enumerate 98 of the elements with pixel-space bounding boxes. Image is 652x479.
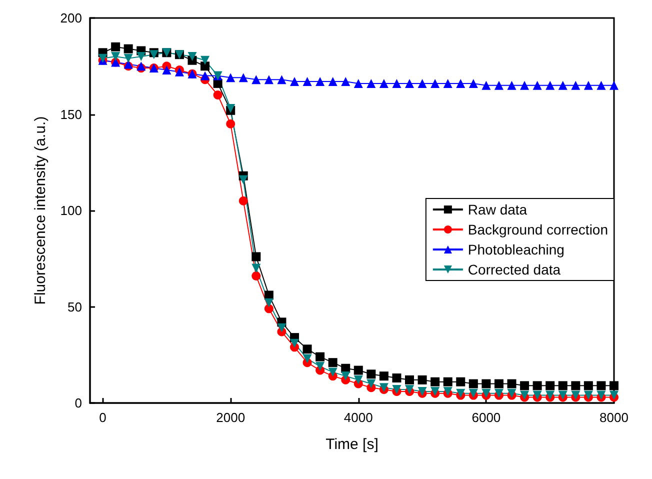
point	[418, 375, 427, 384]
point	[546, 381, 555, 390]
legend-label: Corrected data	[468, 262, 561, 278]
point	[341, 372, 350, 381]
point	[162, 65, 172, 74]
point	[213, 90, 222, 100]
point	[520, 381, 530, 390]
point	[226, 119, 236, 128]
point	[277, 75, 286, 84]
point	[354, 366, 363, 375]
point	[571, 80, 580, 90]
point	[494, 80, 504, 90]
point	[392, 78, 402, 88]
legend-label: Photobleaching	[468, 242, 564, 258]
point	[468, 379, 478, 388]
point	[584, 80, 593, 90]
point	[188, 52, 197, 61]
point	[430, 78, 440, 88]
point	[111, 42, 120, 52]
point	[584, 381, 593, 390]
point	[418, 78, 427, 88]
point	[252, 75, 261, 84]
point	[456, 377, 466, 386]
legend-label: Background correction	[468, 222, 608, 238]
point	[290, 77, 299, 86]
point	[366, 379, 376, 388]
point	[200, 62, 210, 71]
point	[520, 80, 530, 90]
point	[558, 80, 568, 90]
point	[238, 73, 248, 82]
x-tick-label: 4000	[344, 410, 373, 425]
point	[302, 344, 312, 354]
point	[494, 379, 504, 388]
point	[558, 381, 568, 390]
point	[507, 379, 516, 388]
point	[532, 80, 542, 90]
y-tick-label: 150	[60, 106, 82, 122]
point	[238, 175, 248, 184]
point	[392, 373, 402, 382]
point	[316, 362, 325, 371]
point	[238, 196, 248, 206]
point	[111, 52, 120, 61]
point	[443, 377, 452, 386]
x-tick-label: 2000	[216, 410, 246, 425]
point	[124, 54, 133, 63]
point	[252, 271, 261, 280]
point	[264, 75, 274, 84]
point	[482, 80, 491, 90]
point	[443, 78, 452, 88]
point	[571, 381, 580, 390]
point	[366, 370, 376, 379]
x-tick-label: 0	[99, 410, 106, 425]
point	[596, 80, 606, 90]
point	[136, 52, 146, 61]
point	[226, 73, 236, 82]
point	[405, 375, 414, 384]
point	[302, 77, 312, 86]
point	[354, 375, 363, 384]
point	[507, 80, 516, 90]
point	[354, 78, 363, 88]
point	[124, 44, 133, 54]
point	[379, 78, 388, 88]
y-tick-label: 0	[74, 396, 82, 410]
x-axis-title: Time [s]	[326, 436, 378, 453]
point	[290, 338, 299, 348]
x-tick-label: 8000	[600, 410, 628, 425]
point	[482, 379, 491, 388]
point	[316, 77, 325, 86]
point	[200, 56, 210, 65]
point	[277, 323, 286, 332]
point	[379, 372, 388, 381]
point	[532, 381, 542, 390]
y-tick-label: 100	[60, 203, 82, 218]
point	[405, 78, 414, 88]
y-axis-title: Fluorescence intensity (a.u.)	[32, 116, 49, 305]
point	[328, 77, 338, 86]
point	[252, 252, 261, 262]
point	[610, 381, 618, 390]
y-tick-label: 50	[68, 299, 82, 314]
point	[430, 377, 440, 386]
x-tick-label: 6000	[472, 410, 501, 425]
point	[456, 78, 466, 88]
y-tick-label: 200	[60, 10, 82, 26]
point	[328, 358, 338, 368]
point	[264, 304, 274, 314]
point	[366, 78, 376, 88]
point	[341, 77, 350, 86]
point	[610, 80, 618, 90]
point	[302, 354, 312, 364]
point	[546, 80, 555, 90]
point	[468, 78, 478, 88]
point	[316, 352, 325, 362]
point	[328, 368, 338, 377]
legend-label: Raw data	[468, 202, 528, 218]
point	[596, 381, 606, 390]
point	[200, 71, 210, 80]
point	[264, 298, 274, 308]
point	[252, 264, 261, 273]
